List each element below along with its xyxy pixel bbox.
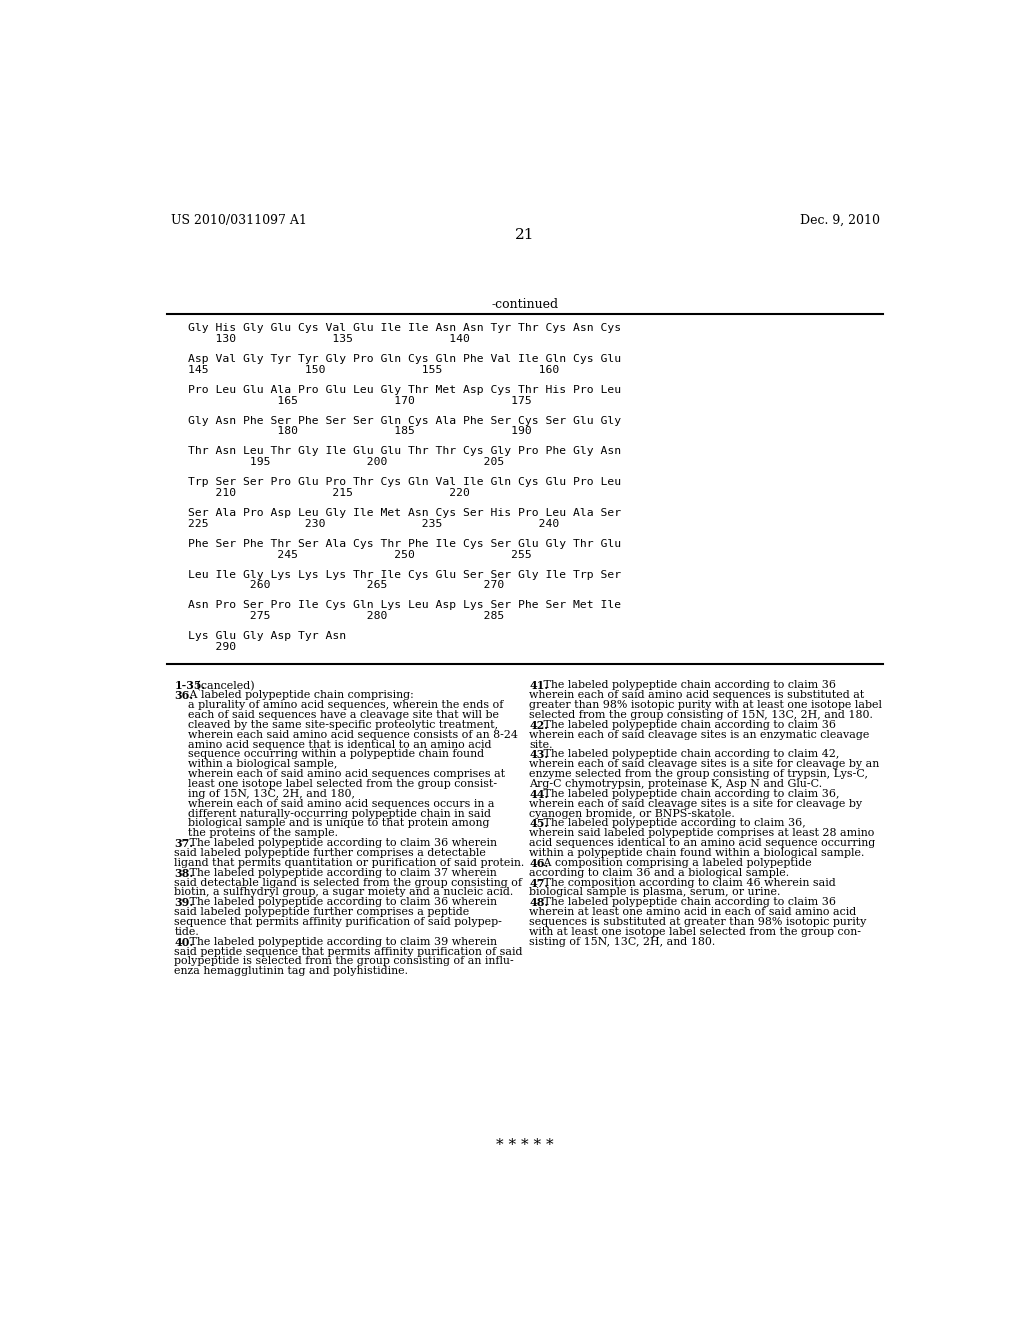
Text: The labeled polypeptide chain according to claim 36: The labeled polypeptide chain according … bbox=[541, 719, 837, 730]
Text: enza hemagglutinin tag and polyhistidine.: enza hemagglutinin tag and polyhistidine… bbox=[174, 966, 409, 977]
Text: Ser Ala Pro Asp Leu Gly Ile Met Asn Cys Ser His Pro Leu Ala Ser: Ser Ala Pro Asp Leu Gly Ile Met Asn Cys … bbox=[188, 508, 622, 517]
Text: said detectable ligand is selected from the group consisting of: said detectable ligand is selected from … bbox=[174, 878, 522, 887]
Text: wherein each of said cleavage sites is an enzymatic cleavage: wherein each of said cleavage sites is a… bbox=[529, 730, 869, 739]
Text: Gly Asn Phe Ser Phe Ser Ser Gln Cys Ala Phe Ser Cys Ser Glu Gly: Gly Asn Phe Ser Phe Ser Ser Gln Cys Ala … bbox=[188, 416, 622, 425]
Text: sequences is substituted at greater than 98% isotopic purity: sequences is substituted at greater than… bbox=[529, 917, 867, 927]
Text: different naturally-occurring polypeptide chain in said: different naturally-occurring polypeptid… bbox=[174, 809, 492, 818]
Text: 245              250              255: 245 250 255 bbox=[188, 549, 532, 560]
Text: -continued: -continued bbox=[492, 298, 558, 312]
Text: ligand that permits quantitation or purification of said protein.: ligand that permits quantitation or puri… bbox=[174, 858, 524, 867]
Text: Lys Glu Gly Asp Tyr Asn: Lys Glu Gly Asp Tyr Asn bbox=[188, 631, 346, 642]
Text: 165              170              175: 165 170 175 bbox=[188, 396, 532, 405]
Text: A labeled polypeptide chain comprising:: A labeled polypeptide chain comprising: bbox=[185, 690, 414, 701]
Text: cleaved by the same site-specific proteolytic treatment,: cleaved by the same site-specific proteo… bbox=[174, 719, 499, 730]
Text: enzyme selected from the group consisting of trypsin, Lys-C,: enzyme selected from the group consistin… bbox=[529, 770, 868, 779]
Text: The labeled polypeptide chain according to claim 36: The labeled polypeptide chain according … bbox=[541, 898, 837, 907]
Text: the proteins of the sample.: the proteins of the sample. bbox=[174, 828, 339, 838]
Text: 41.: 41. bbox=[529, 681, 549, 692]
Text: sisting of 15N, 13C, 2H, and 180.: sisting of 15N, 13C, 2H, and 180. bbox=[529, 937, 716, 946]
Text: Phe Ser Phe Thr Ser Ala Cys Thr Phe Ile Cys Ser Glu Gly Thr Glu: Phe Ser Phe Thr Ser Ala Cys Thr Phe Ile … bbox=[188, 539, 622, 549]
Text: 42.: 42. bbox=[529, 719, 549, 731]
Text: 225              230              235              240: 225 230 235 240 bbox=[188, 519, 560, 529]
Text: 145              150              155              160: 145 150 155 160 bbox=[188, 364, 560, 375]
Text: said labeled polypeptide further comprises a peptide: said labeled polypeptide further compris… bbox=[174, 907, 470, 917]
Text: Arg-C chymotrypsin, proteinase K, Asp N and Glu-C.: Arg-C chymotrypsin, proteinase K, Asp N … bbox=[529, 779, 822, 789]
Text: with at least one isotope label selected from the group con-: with at least one isotope label selected… bbox=[529, 927, 861, 937]
Text: said peptide sequence that permits affinity purification of said: said peptide sequence that permits affin… bbox=[174, 946, 523, 957]
Text: sequence that permits affinity purification of said polypep-: sequence that permits affinity purificat… bbox=[174, 917, 503, 927]
Text: The labeled polypeptide according to claim 36 wherein: The labeled polypeptide according to cla… bbox=[185, 838, 497, 849]
Text: (canceled): (canceled) bbox=[193, 681, 255, 690]
Text: The labeled polypeptide chain according to claim 36: The labeled polypeptide chain according … bbox=[541, 681, 837, 690]
Text: said labeled polypeptide further comprises a detectable: said labeled polypeptide further compris… bbox=[174, 847, 486, 858]
Text: 48.: 48. bbox=[529, 898, 549, 908]
Text: 45.: 45. bbox=[529, 818, 549, 829]
Text: The labeled polypeptide according to claim 39 wherein: The labeled polypeptide according to cla… bbox=[185, 937, 497, 946]
Text: The labeled polypeptide chain according to claim 42,: The labeled polypeptide chain according … bbox=[541, 750, 840, 759]
Text: The labeled polypeptide chain according to claim 36,: The labeled polypeptide chain according … bbox=[541, 789, 840, 799]
Text: within a polypeptide chain found within a biological sample.: within a polypeptide chain found within … bbox=[529, 847, 865, 858]
Text: Asn Pro Ser Pro Ile Cys Gln Lys Leu Asp Lys Ser Phe Ser Met Ile: Asn Pro Ser Pro Ile Cys Gln Lys Leu Asp … bbox=[188, 601, 622, 610]
Text: each of said sequences have a cleavage site that will be: each of said sequences have a cleavage s… bbox=[174, 710, 500, 719]
Text: wherein each of said cleavage sites is a site for cleavage by an: wherein each of said cleavage sites is a… bbox=[529, 759, 880, 770]
Text: Thr Asn Leu Thr Gly Ile Glu Glu Thr Thr Cys Gly Pro Phe Gly Asn: Thr Asn Leu Thr Gly Ile Glu Glu Thr Thr … bbox=[188, 446, 622, 457]
Text: * * * * *: * * * * * bbox=[496, 1138, 554, 1152]
Text: Leu Ile Gly Lys Lys Lys Thr Ile Cys Glu Ser Ser Gly Ile Trp Ser: Leu Ile Gly Lys Lys Lys Thr Ile Cys Glu … bbox=[188, 570, 622, 579]
Text: biological sample and is unique to that protein among: biological sample and is unique to that … bbox=[174, 818, 490, 829]
Text: wherein each of said amino acid sequences occurs in a: wherein each of said amino acid sequence… bbox=[174, 799, 495, 809]
Text: 275              280              285: 275 280 285 bbox=[188, 611, 505, 622]
Text: Trp Ser Ser Pro Glu Pro Thr Cys Gln Val Ile Gln Cys Glu Pro Leu: Trp Ser Ser Pro Glu Pro Thr Cys Gln Val … bbox=[188, 478, 622, 487]
Text: ing of 15N, 13C, 2H, and 180,: ing of 15N, 13C, 2H, and 180, bbox=[174, 789, 355, 799]
Text: amino acid sequence that is identical to an amino acid: amino acid sequence that is identical to… bbox=[174, 739, 492, 750]
Text: The labeled polypeptide according to claim 36,: The labeled polypeptide according to cla… bbox=[541, 818, 806, 829]
Text: The labeled polypeptide according to claim 37 wherein: The labeled polypeptide according to cla… bbox=[185, 867, 497, 878]
Text: wherein each of said amino acid sequences comprises at: wherein each of said amino acid sequence… bbox=[174, 770, 506, 779]
Text: 195              200              205: 195 200 205 bbox=[188, 457, 505, 467]
Text: greater than 98% isotopic purity with at least one isotope label: greater than 98% isotopic purity with at… bbox=[529, 700, 883, 710]
Text: 40.: 40. bbox=[174, 937, 194, 948]
Text: 130              135              140: 130 135 140 bbox=[188, 334, 470, 345]
Text: within a biological sample,: within a biological sample, bbox=[174, 759, 338, 770]
Text: 47.: 47. bbox=[529, 878, 549, 888]
Text: sequence occurring within a polypeptide chain found: sequence occurring within a polypeptide … bbox=[174, 750, 484, 759]
Text: acid sequences identical to an amino acid sequence occurring: acid sequences identical to an amino aci… bbox=[529, 838, 876, 849]
Text: 37.: 37. bbox=[174, 838, 194, 849]
Text: The composition according to claim 46 wherein said: The composition according to claim 46 wh… bbox=[541, 878, 837, 887]
Text: according to claim 36 and a biological sample.: according to claim 36 and a biological s… bbox=[529, 867, 790, 878]
Text: 46.: 46. bbox=[529, 858, 549, 869]
Text: wherein each of said amino acid sequences is substituted at: wherein each of said amino acid sequence… bbox=[529, 690, 864, 701]
Text: Asp Val Gly Tyr Tyr Gly Pro Gln Cys Gln Phe Val Ile Gln Cys Glu: Asp Val Gly Tyr Tyr Gly Pro Gln Cys Gln … bbox=[188, 354, 622, 364]
Text: biotin, a sulfhydryl group, a sugar moiety and a nucleic acid.: biotin, a sulfhydryl group, a sugar moie… bbox=[174, 887, 514, 898]
Text: Dec. 9, 2010: Dec. 9, 2010 bbox=[800, 214, 880, 227]
Text: least one isotope label selected from the group consist-: least one isotope label selected from th… bbox=[174, 779, 498, 789]
Text: A composition comprising a labeled polypeptide: A composition comprising a labeled polyp… bbox=[541, 858, 812, 867]
Text: 180              185              190: 180 185 190 bbox=[188, 426, 532, 437]
Text: 36.: 36. bbox=[174, 690, 194, 701]
Text: biological sample is plasma, serum, or urine.: biological sample is plasma, serum, or u… bbox=[529, 887, 781, 898]
Text: 260              265              270: 260 265 270 bbox=[188, 581, 505, 590]
Text: Gly His Gly Glu Cys Val Glu Ile Ile Asn Asn Tyr Thr Cys Asn Cys: Gly His Gly Glu Cys Val Glu Ile Ile Asn … bbox=[188, 323, 622, 333]
Text: polypeptide is selected from the group consisting of an influ-: polypeptide is selected from the group c… bbox=[174, 957, 514, 966]
Text: 290: 290 bbox=[188, 642, 237, 652]
Text: 44.: 44. bbox=[529, 789, 549, 800]
Text: 38.: 38. bbox=[174, 867, 194, 879]
Text: 43.: 43. bbox=[529, 750, 549, 760]
Text: cyanogen bromide, or BNPS-skatole.: cyanogen bromide, or BNPS-skatole. bbox=[529, 809, 735, 818]
Text: 21: 21 bbox=[515, 227, 535, 242]
Text: 210              215              220: 210 215 220 bbox=[188, 488, 470, 498]
Text: Pro Leu Glu Ala Pro Glu Leu Gly Thr Met Asp Cys Thr His Pro Leu: Pro Leu Glu Ala Pro Glu Leu Gly Thr Met … bbox=[188, 385, 622, 395]
Text: wherein said labeled polypeptide comprises at least 28 amino: wherein said labeled polypeptide compris… bbox=[529, 828, 874, 838]
Text: 1-35.: 1-35. bbox=[174, 681, 206, 692]
Text: site.: site. bbox=[529, 739, 553, 750]
Text: wherein each of said cleavage sites is a site for cleavage by: wherein each of said cleavage sites is a… bbox=[529, 799, 862, 809]
Text: 39.: 39. bbox=[174, 898, 194, 908]
Text: a plurality of amino acid sequences, wherein the ends of: a plurality of amino acid sequences, whe… bbox=[174, 700, 504, 710]
Text: tide.: tide. bbox=[174, 927, 200, 937]
Text: selected from the group consisting of 15N, 13C, 2H, and 180.: selected from the group consisting of 15… bbox=[529, 710, 873, 719]
Text: The labeled polypeptide according to claim 36 wherein: The labeled polypeptide according to cla… bbox=[185, 898, 497, 907]
Text: wherein each said amino acid sequence consists of an 8-24: wherein each said amino acid sequence co… bbox=[174, 730, 518, 739]
Text: wherein at least one amino acid in each of said amino acid: wherein at least one amino acid in each … bbox=[529, 907, 857, 917]
Text: US 2010/0311097 A1: US 2010/0311097 A1 bbox=[171, 214, 306, 227]
